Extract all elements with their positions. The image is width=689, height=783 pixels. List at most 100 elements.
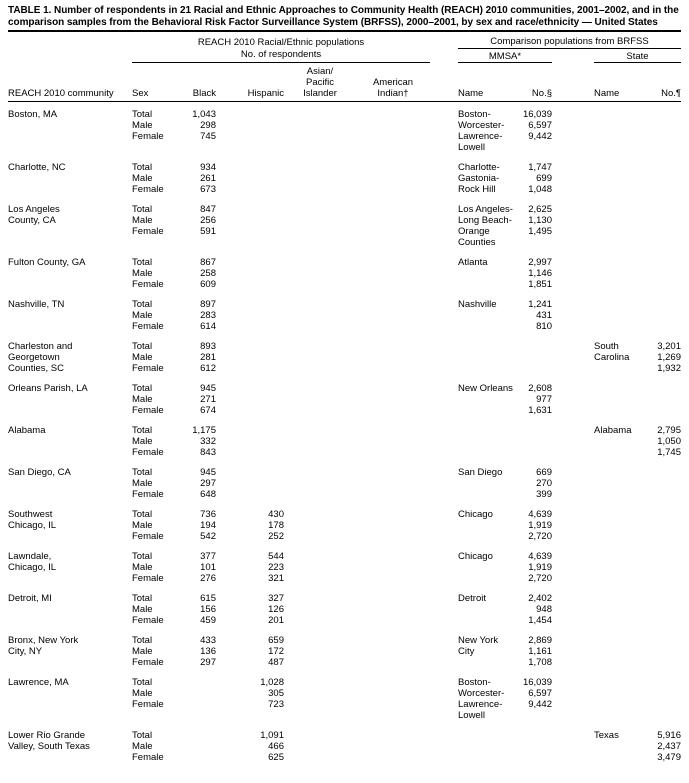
cell-line: 258 — [200, 268, 216, 279]
cell-line: Male — [132, 215, 153, 226]
table-row-group: Los Angeles County, CA Total Male Female 847 2… — [8, 204, 681, 248]
column-spacer — [430, 677, 458, 721]
cell-line: County, CA — [8, 215, 56, 226]
cell-line: Male — [132, 562, 153, 573]
hispanic-cell — [216, 299, 284, 332]
cell-line: Female — [132, 657, 164, 668]
cell-line: 542 — [200, 531, 216, 542]
cell-line: New York — [458, 635, 499, 646]
column-spacer — [430, 299, 458, 332]
hispanic-cell: 544 223 321 — [216, 551, 284, 584]
hispanic-cell — [216, 257, 284, 290]
cell-line: Female — [132, 131, 164, 142]
cell-line: 934 — [200, 162, 216, 173]
table-row-group: Boston, MA Total Male Female 1,043 298 745 Bost… — [8, 109, 681, 153]
cell-line: Counties — [458, 237, 496, 248]
cell-line: 3,201 — [657, 341, 681, 352]
hispanic-cell — [216, 341, 284, 374]
community-cell: Lawrence, MA — [8, 677, 132, 721]
cell-line: Female — [132, 405, 164, 416]
sex-cell: Total Male Female — [132, 509, 178, 542]
table-row-group: Lawrence, MA Total Male Female 1,028 305 723 Bo… — [8, 677, 681, 721]
state-name-cell: Texas — [594, 730, 650, 763]
cell-line: 172 — [268, 646, 284, 657]
community-cell: Bronx, New York City, NY — [8, 635, 132, 668]
cell-line: Female — [132, 699, 164, 710]
cell-line: Male — [132, 436, 153, 447]
cell-line: 283 — [200, 310, 216, 321]
cell-line: 9,442 — [528, 131, 552, 142]
cell-line: Chicago — [458, 551, 493, 562]
mmsa-no-cell: 16,039 6,597 9,442 — [516, 109, 552, 153]
cell-line: 591 — [200, 226, 216, 237]
cell-line: 305 — [268, 688, 284, 699]
cell-line: 487 — [268, 657, 284, 668]
cell-line: 659 — [268, 635, 284, 646]
mmsa-name-cell: Chicago — [458, 551, 516, 584]
api-cell — [284, 730, 356, 763]
state-no-cell — [650, 109, 681, 153]
cell-line: 615 — [200, 593, 216, 604]
cell-line: 810 — [536, 321, 552, 332]
cell-line: Long Beach- — [458, 215, 512, 226]
ai-cell — [356, 467, 430, 500]
cell-line: Lowell — [458, 142, 485, 153]
cell-line: 945 — [200, 467, 216, 478]
cell-line: 332 — [200, 436, 216, 447]
cell-line: 3,479 — [657, 752, 681, 763]
hispanic-cell: 327 126 201 — [216, 593, 284, 626]
cell-line: 223 — [268, 562, 284, 573]
column-spacer — [552, 677, 594, 721]
mmsa-no-cell: 1,241 431 810 — [516, 299, 552, 332]
state-name-cell — [594, 593, 650, 626]
cell-line: 136 — [200, 646, 216, 657]
cell-line: Detroit, MI — [8, 593, 52, 604]
black-cell: 1,175 332 843 — [178, 425, 216, 458]
hispanic-cell — [216, 109, 284, 153]
column-spacer — [552, 257, 594, 290]
cell-line: Detroit — [458, 593, 486, 604]
cell-line: Total — [132, 383, 153, 394]
cell-line: City — [458, 646, 475, 657]
cell-line: Male — [132, 604, 153, 615]
api-cell — [284, 467, 356, 500]
sex-cell: Total Male Female — [132, 425, 178, 458]
col-header-state-name: Name — [594, 88, 620, 99]
column-spacer — [430, 204, 458, 248]
community-cell: Alabama — [8, 425, 132, 458]
cell-line: Total — [132, 162, 153, 173]
cell-line: 2,720 — [528, 573, 552, 584]
state-name-cell — [594, 551, 650, 584]
mmsa-name-cell: Boston- Worcester- Lawrence- Lowell — [458, 109, 516, 153]
col-header-black: Black — [192, 88, 216, 99]
cell-line: Male — [132, 352, 153, 363]
cell-line: Gastonia- — [458, 173, 500, 184]
ai-cell — [356, 509, 430, 542]
cell-line: 1,048 — [528, 184, 552, 195]
cell-line: 699 — [536, 173, 552, 184]
cell-line: 281 — [200, 352, 216, 363]
table-body: Boston, MA Total Male Female 1,043 298 745 Bost… — [8, 109, 681, 763]
ai-cell — [356, 109, 430, 153]
cell-line: Total — [132, 635, 153, 646]
black-cell: 736 194 542 — [178, 509, 216, 542]
sex-cell: Total Male Female — [132, 467, 178, 500]
ai-cell — [356, 730, 430, 763]
cell-line: Boston- — [458, 677, 491, 688]
cell-line: Lawndale, — [8, 551, 52, 562]
community-cell: Charlotte, NC — [8, 162, 132, 195]
ai-cell — [356, 204, 430, 248]
community-cell: Lawndale, Chicago, IL — [8, 551, 132, 584]
cell-line: Lowell — [458, 710, 485, 721]
brfss-comparison-group-header: Comparison populations from BRFSS — [458, 36, 681, 49]
table-row-group: Alabama Total Male Female 1,175 332 843 Alabama… — [8, 425, 681, 458]
cell-line: 897 — [200, 299, 216, 310]
cell-line: 256 — [200, 215, 216, 226]
state-name-cell — [594, 204, 650, 248]
column-spacer — [552, 341, 594, 374]
column-spacer — [552, 551, 594, 584]
cell-line: Male — [132, 394, 153, 405]
cell-line: 9,442 — [528, 699, 552, 710]
api-cell — [284, 425, 356, 458]
cell-line: Nashville, TN — [8, 299, 65, 310]
